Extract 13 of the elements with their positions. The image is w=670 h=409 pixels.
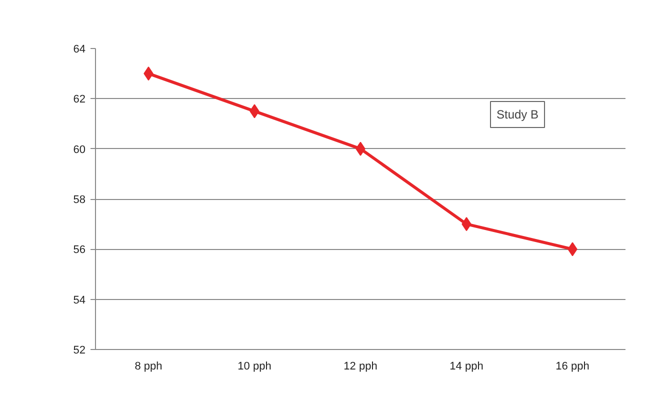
y-tick-label: 54 bbox=[73, 294, 86, 306]
y-tick-label: 58 bbox=[73, 194, 86, 206]
x-tick-label: 14 pph bbox=[450, 360, 484, 372]
x-tick-label: 8 pph bbox=[134, 360, 162, 372]
x-tick-label: 10 pph bbox=[238, 360, 272, 372]
y-tick-label: 60 bbox=[73, 144, 86, 156]
y-tick-label: 52 bbox=[73, 344, 86, 356]
x-tick-label: 12 pph bbox=[344, 360, 378, 372]
annotation: Study B bbox=[496, 108, 539, 122]
y-tick-label: 62 bbox=[73, 94, 86, 106]
y-tick-label: 64 bbox=[73, 44, 86, 56]
y-tick-label: 56 bbox=[73, 244, 86, 256]
x-tick-label: 16 pph bbox=[556, 360, 590, 372]
